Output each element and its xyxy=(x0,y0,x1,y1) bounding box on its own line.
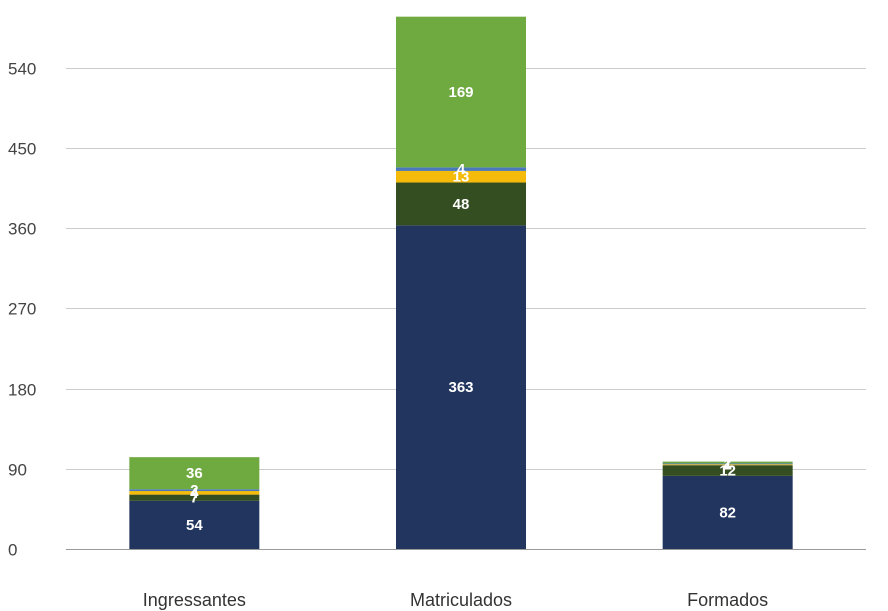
data-label: 363 xyxy=(448,379,473,396)
y-tick-label: 450 xyxy=(8,140,36,159)
data-label: 36 xyxy=(186,465,203,482)
bar-segment xyxy=(129,489,260,492)
data-label: 2 xyxy=(190,482,198,499)
bars xyxy=(129,16,793,549)
bar-segment xyxy=(396,170,526,183)
y-tick-label: 90 xyxy=(8,461,27,480)
bar-segment xyxy=(662,461,793,464)
bar-segment xyxy=(662,463,793,465)
data-label: 1 xyxy=(723,456,731,473)
bar-segment xyxy=(129,494,260,501)
data-label: 48 xyxy=(453,196,470,213)
bar-segment xyxy=(129,457,260,490)
data-label: 169 xyxy=(448,84,473,101)
bar-segment xyxy=(396,16,526,168)
data-label: 1 xyxy=(723,457,731,474)
category-label: Ingressantes xyxy=(143,590,246,610)
bar-segment xyxy=(396,182,526,226)
y-tick-label: 180 xyxy=(8,381,36,400)
y-axis-tick-labels: 0 90 180 270 360 450 540 xyxy=(8,60,36,560)
y-tick-label: 540 xyxy=(8,60,36,79)
data-label: 13 xyxy=(453,169,470,186)
bar-segment xyxy=(129,500,260,549)
y-tick-label: 0 xyxy=(8,541,17,560)
data-label: 7 xyxy=(190,490,198,507)
data-label: 12 xyxy=(719,463,736,480)
y-tick-label: 360 xyxy=(8,220,36,239)
bar-segment xyxy=(662,464,793,466)
bar-segment xyxy=(662,475,793,549)
bar-segment xyxy=(129,491,260,495)
data-label: 4 xyxy=(457,161,466,178)
bar-segment xyxy=(662,465,793,476)
bar-segment xyxy=(396,225,526,549)
data-label: 54 xyxy=(186,517,203,534)
category-label: Formados xyxy=(687,590,768,610)
bar-segment xyxy=(396,167,526,171)
data-label: 4 xyxy=(190,485,199,502)
data-label: 82 xyxy=(719,504,736,521)
y-tick-label: 270 xyxy=(8,300,36,319)
category-label: Matriculados xyxy=(410,590,512,610)
data-label: 2 xyxy=(723,455,731,472)
x-axis-category-labels: Ingressantes Matriculados Formados xyxy=(143,590,768,610)
